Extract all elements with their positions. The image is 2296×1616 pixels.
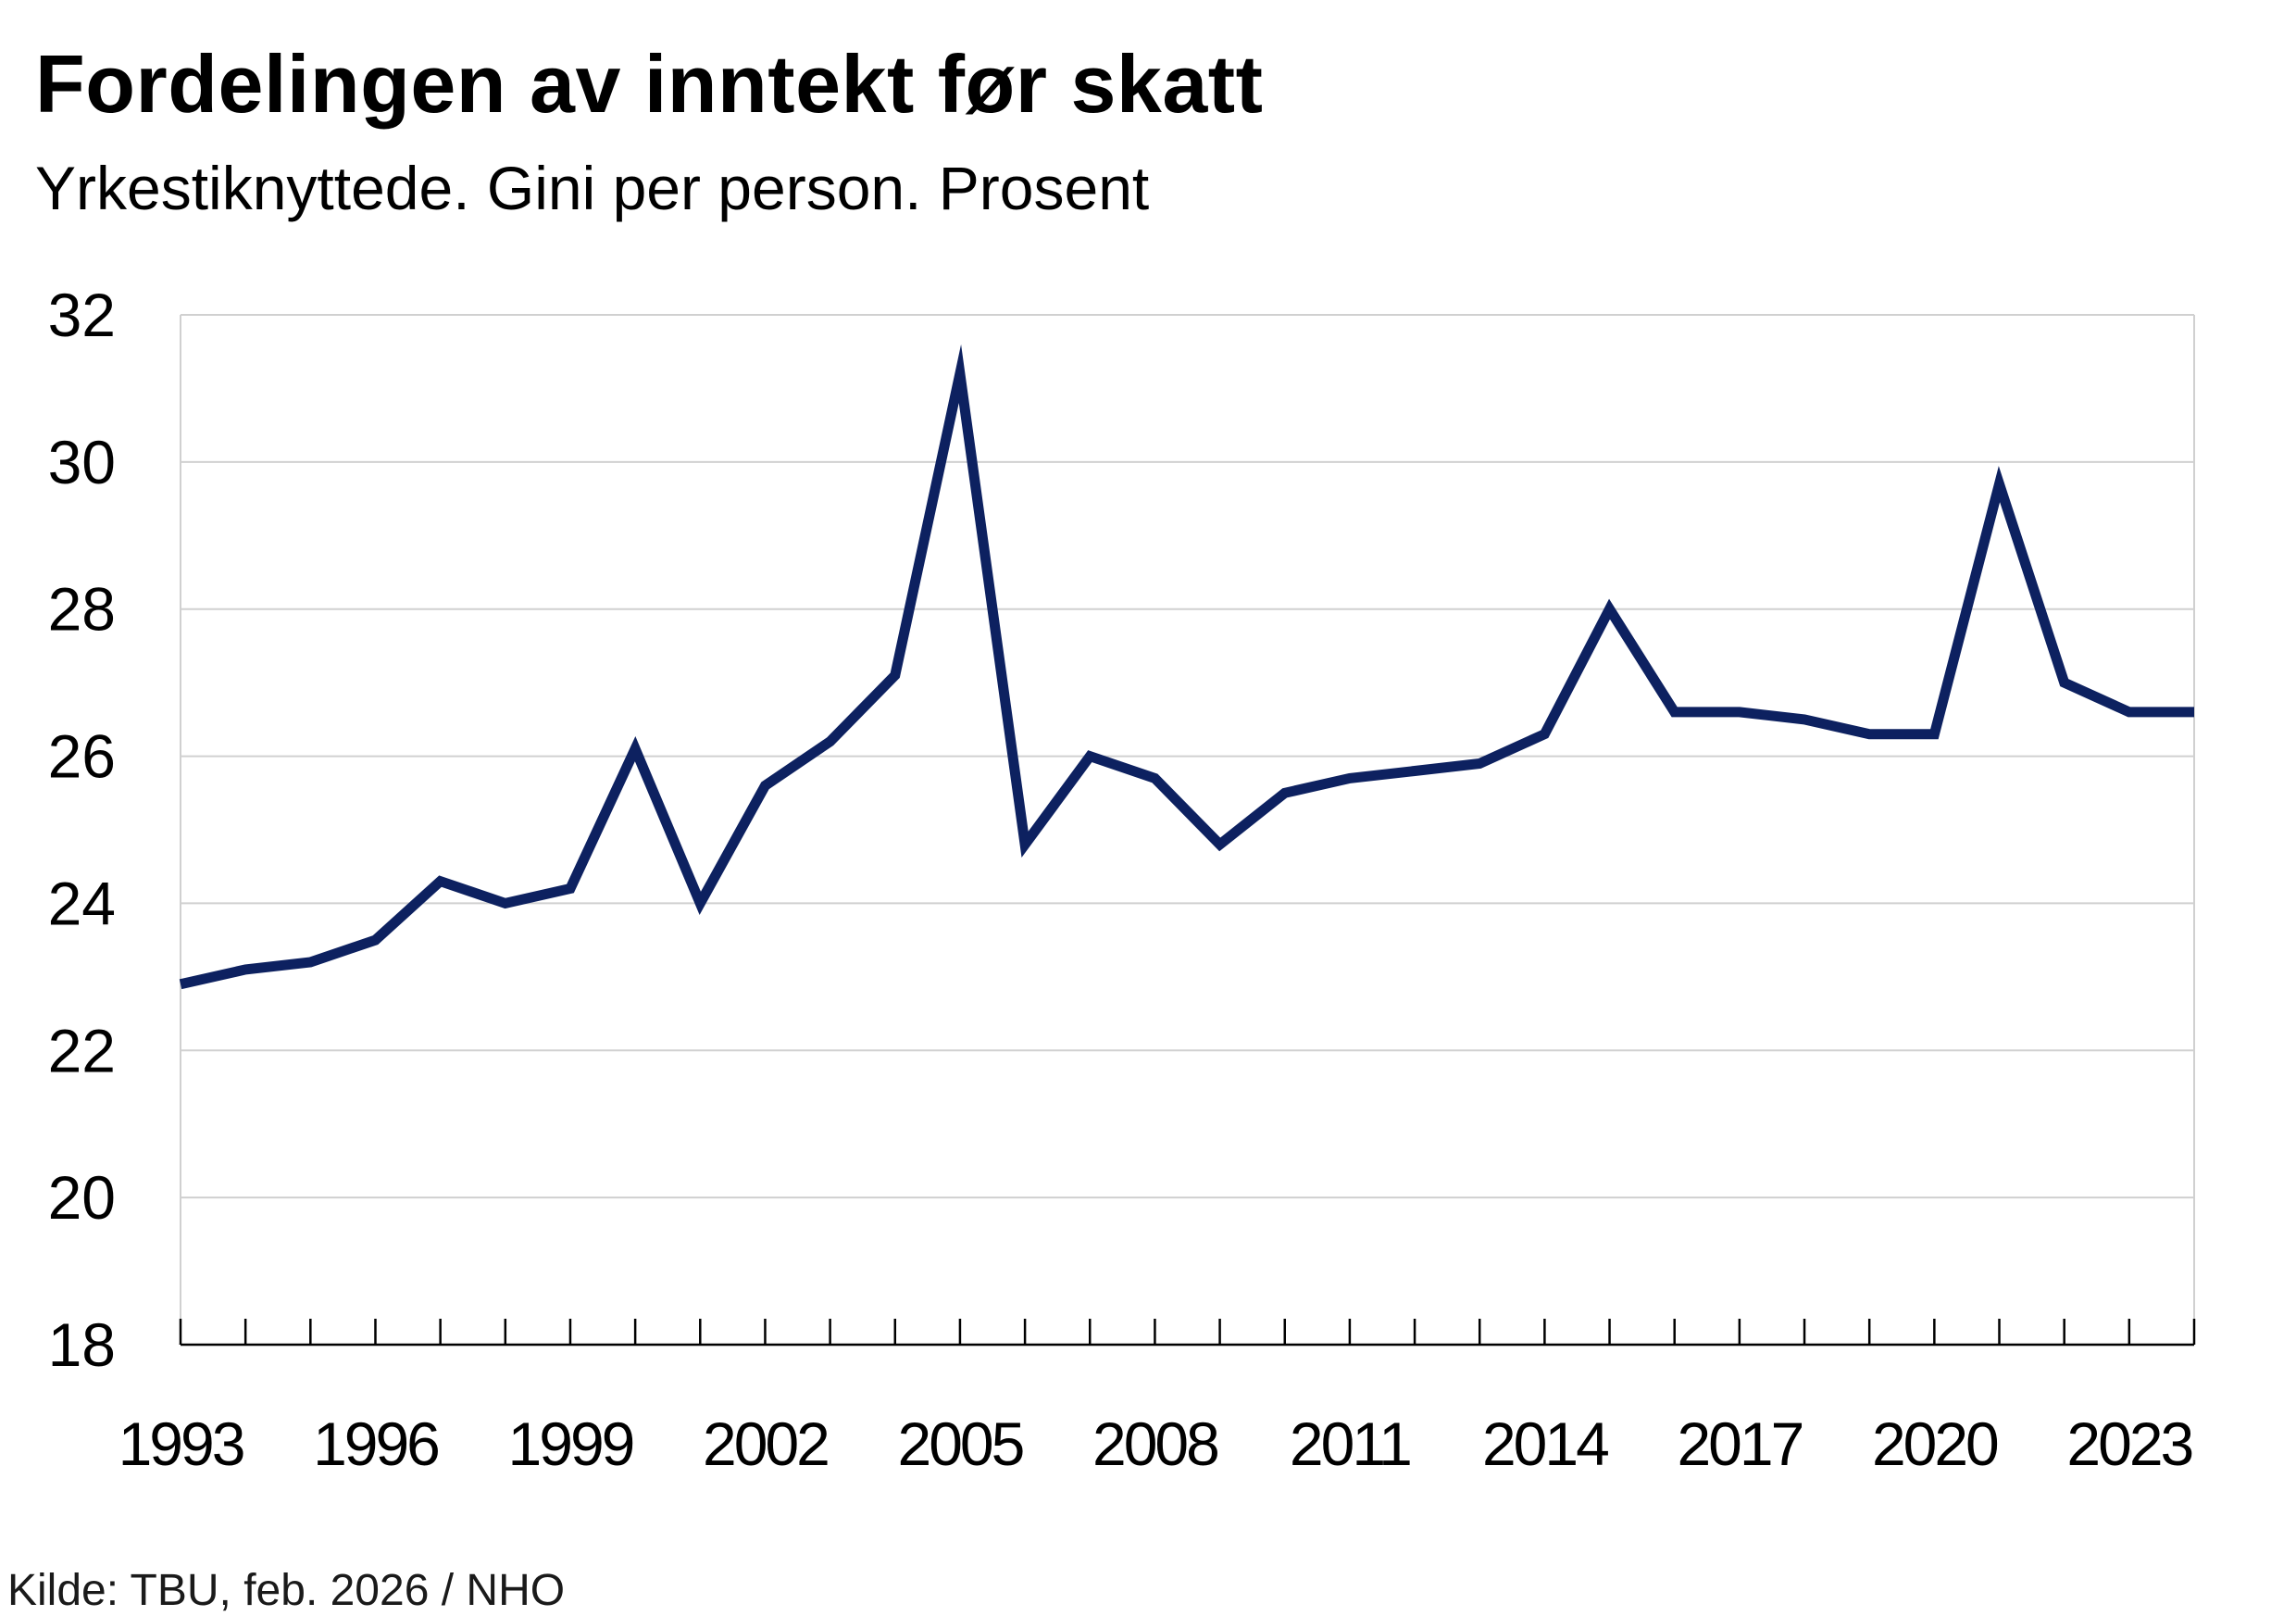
x-tick-label-2005: 2005 xyxy=(898,1409,1023,1478)
data-point-1996 xyxy=(372,937,378,943)
data-point-2020 xyxy=(1931,732,1937,737)
x-tick-label-2020: 2020 xyxy=(1872,1409,1998,1478)
data-point-2023 xyxy=(2127,709,2132,715)
series-layer xyxy=(178,344,2197,990)
data-point-2001 xyxy=(697,900,703,906)
data-point-2009 xyxy=(1217,842,1223,847)
y-tick-label-28: 28 xyxy=(48,575,116,644)
data-point-2000 xyxy=(632,746,638,752)
series-line-0 xyxy=(179,344,2194,990)
data-point-2008 xyxy=(1152,775,1157,781)
data-point-2004 xyxy=(892,672,898,678)
x-tick-label-1996: 1996 xyxy=(313,1409,438,1478)
data-point-2014 xyxy=(1541,732,1547,737)
source-note: Kilde: TBU, feb. 2026 / NHO xyxy=(7,1566,566,1615)
data-point-2010 xyxy=(1282,790,1288,795)
data-point-2024 xyxy=(2191,709,2197,715)
data-point-2003 xyxy=(828,739,833,745)
data-point-1997 xyxy=(438,879,443,884)
data-point-2015 xyxy=(1607,607,1613,612)
x-tick-label-2008: 2008 xyxy=(1092,1409,1217,1478)
x-tick-label-2002: 2002 xyxy=(703,1409,828,1478)
gridlines xyxy=(181,314,2194,1199)
y-tick-label-26: 26 xyxy=(48,722,116,791)
x-axis-tick-labels: 1993 1996 1999 2002 2005 2008 2011 2014 2017 2020… xyxy=(119,1409,2195,1478)
data-point-1999 xyxy=(568,886,573,892)
data-point-2021 xyxy=(1997,482,2003,487)
x-tick-label-2011: 2011 xyxy=(1290,1409,1410,1478)
chart-subtitle: Yrkestiknyttede. Gini per person. Prosen… xyxy=(35,154,1150,222)
x-tick-label-2017: 2017 xyxy=(1677,1409,1802,1478)
y-tick-label-18: 18 xyxy=(48,1310,116,1379)
data-point-2005 xyxy=(957,371,963,377)
y-tick-label-22: 22 xyxy=(48,1016,116,1084)
data-point-1993 xyxy=(178,982,183,987)
data-point-2006 xyxy=(1022,842,1028,847)
x-tick-label-1993: 1993 xyxy=(119,1409,243,1478)
y-tick-label-30: 30 xyxy=(48,428,116,496)
y-tick-label-32: 32 xyxy=(48,281,116,349)
data-point-1995 xyxy=(307,959,313,965)
data-point-2011 xyxy=(1347,775,1353,781)
data-point-2016 xyxy=(1672,709,1678,715)
x-tick-label-1999: 1999 xyxy=(508,1409,633,1478)
chart-title: Fordelingen av inntekt før skatt xyxy=(35,38,1264,130)
data-point-1994 xyxy=(243,967,248,972)
data-point-2012 xyxy=(1412,768,1417,773)
y-tick-label-24: 24 xyxy=(48,869,116,937)
data-point-2022 xyxy=(2062,680,2067,685)
data-point-2018 xyxy=(1802,717,1807,722)
axes xyxy=(179,314,2195,1347)
x-axis-ticks xyxy=(179,1319,2196,1345)
x-tick-label-2014: 2014 xyxy=(1482,1409,1608,1478)
x-tick-label-2023: 2023 xyxy=(2066,1409,2191,1478)
data-point-2002 xyxy=(762,783,767,788)
data-point-2013 xyxy=(1477,761,1482,767)
data-point-2019 xyxy=(1866,732,1872,737)
data-point-2017 xyxy=(1737,709,1742,715)
y-tick-label-20: 20 xyxy=(48,1163,116,1232)
y-axis-tick-labels: 18 20 22 24 26 28 30 32 xyxy=(48,281,116,1379)
data-point-1998 xyxy=(503,900,508,906)
data-point-2007 xyxy=(1087,754,1092,759)
